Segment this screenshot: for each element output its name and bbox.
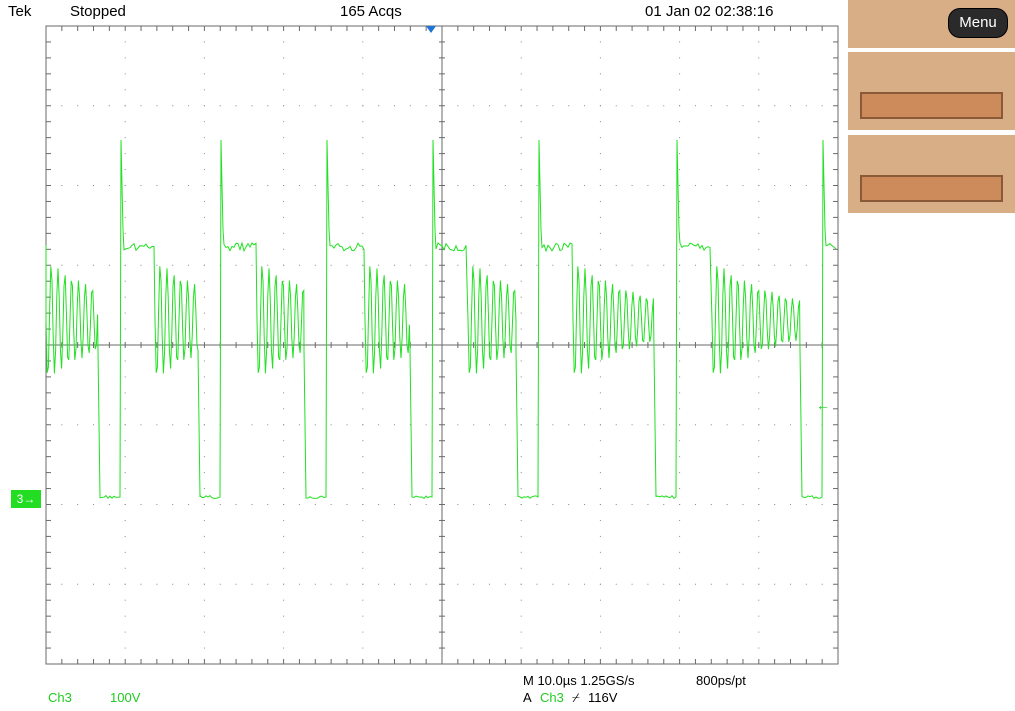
- channel-3-trace: [46, 140, 836, 498]
- channel-name: Ch3: [48, 690, 72, 705]
- trigger-position-marker: [426, 26, 436, 33]
- trigger-level: 116V: [588, 690, 617, 705]
- record-resolution: 800ps/pt: [696, 673, 746, 688]
- menu-header: Menu: [848, 0, 1015, 48]
- side-menu-panel-1: [848, 52, 1015, 130]
- timebase-readout: M 10.0µs 1.25GS/s: [523, 673, 635, 688]
- side-menu-button-2[interactable]: [860, 175, 1003, 202]
- menu-button[interactable]: Menu: [948, 8, 1008, 38]
- trigger-prefix: A: [523, 690, 532, 705]
- trigger-source: Ch3: [540, 690, 564, 705]
- side-menu-panel-2: [848, 135, 1015, 213]
- trigger-level-marker[interactable]: ←: [816, 397, 830, 413]
- trigger-slope-icon: ⌿: [572, 690, 580, 706]
- waveform-display[interactable]: [0, 0, 848, 711]
- channel-scale: 100V: [110, 690, 140, 705]
- channel-3-ground-marker[interactable]: 3→: [11, 490, 41, 508]
- side-menu-button-1[interactable]: [860, 92, 1003, 119]
